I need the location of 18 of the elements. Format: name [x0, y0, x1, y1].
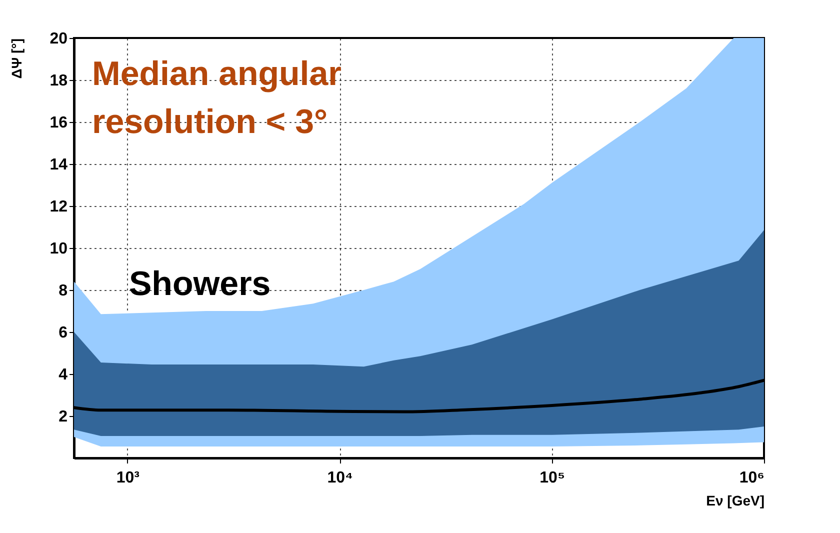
y-tick-label: 4 — [58, 366, 68, 384]
x-tick-label: 10⁴ — [327, 470, 354, 486]
y-tick-label: 2 — [58, 408, 68, 426]
annotation: Median angular resolution < 3° — [92, 55, 342, 141]
y-tick-label: 8 — [58, 282, 68, 300]
y-tick-label: 10 — [50, 240, 68, 258]
x-tick-label: 10³ — [116, 470, 140, 486]
x-axis-title: Eν [GeV] — [706, 492, 764, 508]
y-tick-label: 6 — [58, 324, 68, 342]
y-tick-label: 16 — [50, 114, 68, 132]
x-tick-label: 10⁶ — [739, 470, 764, 486]
y-tick-label: 14 — [50, 156, 68, 174]
x-tick-label: 10⁵ — [540, 470, 565, 486]
y-axis-title: ΔΨ [°] — [8, 38, 24, 79]
y-tick-label: 20 — [50, 30, 68, 48]
y-tick-label: 18 — [50, 72, 68, 90]
y-tick-label: 12 — [50, 198, 68, 216]
annotation: Showers — [129, 265, 271, 303]
